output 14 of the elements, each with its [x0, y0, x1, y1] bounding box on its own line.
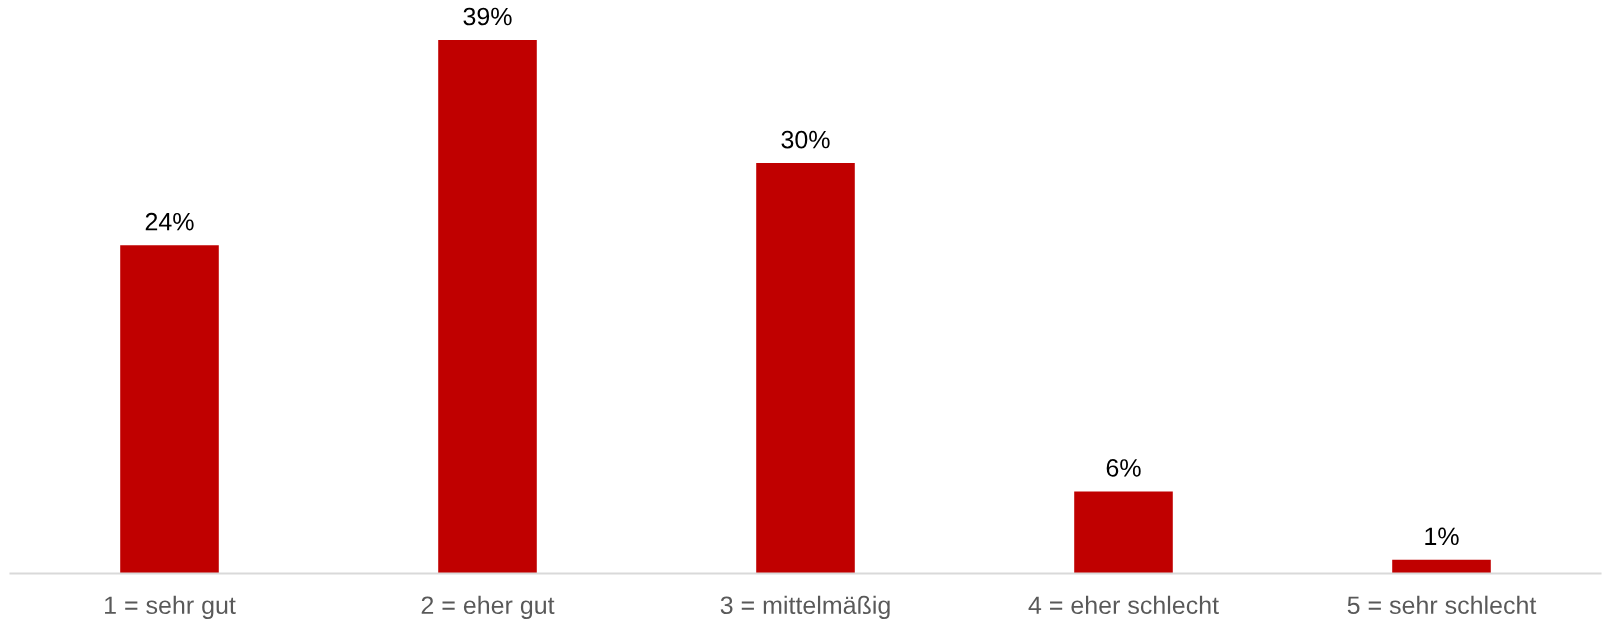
bar	[438, 40, 537, 574]
x-tick-label: 1 = sehr gut	[105, 595, 236, 620]
x-tick-label: 4 = eher schlecht	[1028, 595, 1219, 615]
data-label: 24%	[145, 212, 194, 231]
data-label: 39%	[463, 7, 512, 26]
bar	[1074, 491, 1173, 574]
bar	[120, 245, 219, 574]
x-tick-label: 3 = mittelmäßig	[720, 595, 890, 620]
data-label: 30%	[781, 130, 830, 149]
x-tick-label: 2 = eher gut	[421, 595, 555, 620]
x-tick-label: 5 = sehr schlecht	[1347, 595, 1537, 615]
data-label: 1%	[1425, 527, 1459, 546]
bar	[756, 163, 855, 574]
data-label: 6%	[1106, 459, 1141, 477]
